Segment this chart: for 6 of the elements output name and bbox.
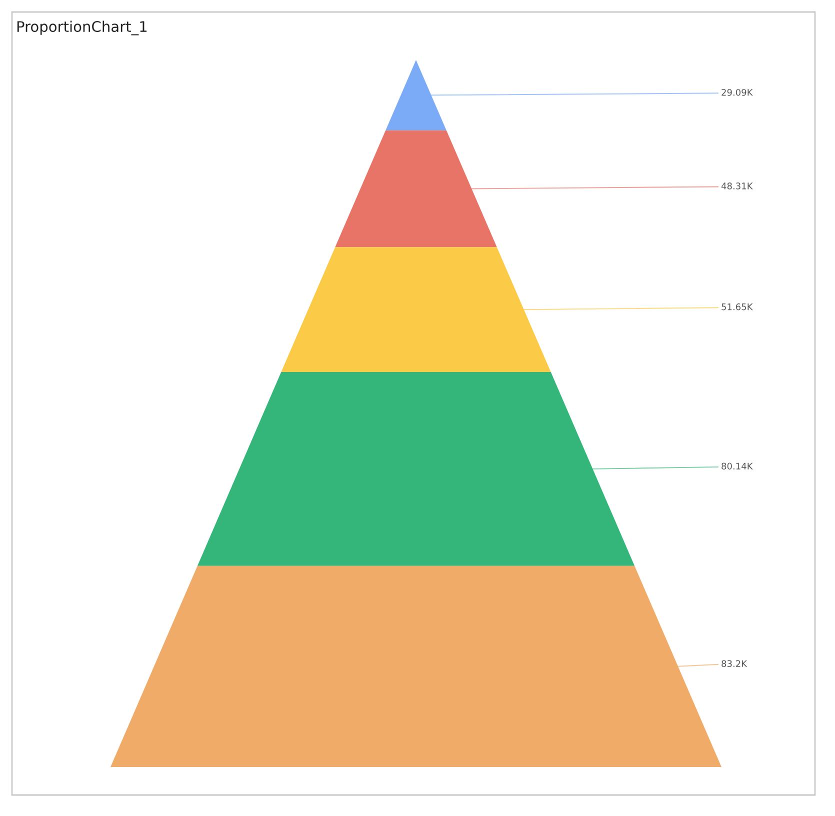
text: ProportionChart_1 [17,20,147,36]
data-label: 51.65K [722,303,753,310]
data-label: 83.2K [722,660,748,668]
data-label: 80.14K [722,462,753,470]
data-label: 48.31K [721,182,753,190]
data-label: 29.09K [722,88,753,96]
